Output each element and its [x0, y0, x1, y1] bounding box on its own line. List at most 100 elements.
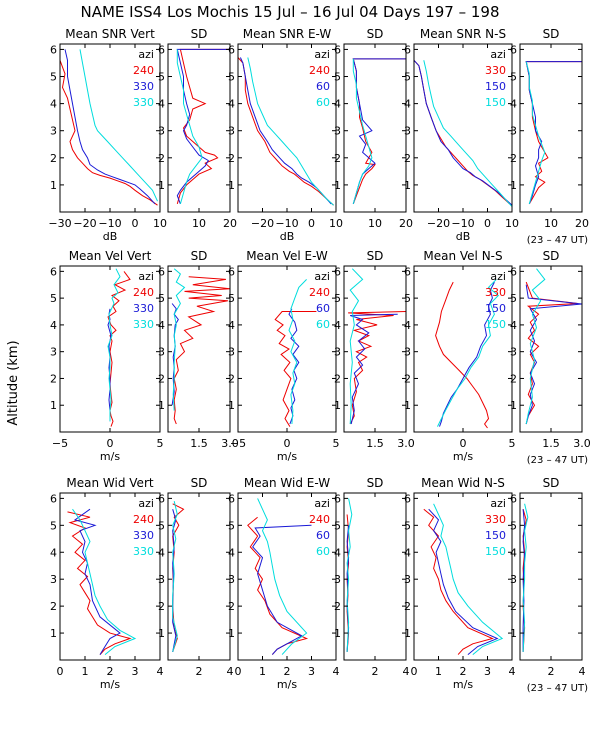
y-tick-label: 4	[50, 98, 57, 111]
x-tick-label: 3.0	[221, 437, 239, 450]
legend-title: azi	[490, 497, 506, 510]
series-line-3	[433, 503, 504, 655]
x-tick-label: 1.5	[190, 437, 208, 450]
x-tick-label: 2	[196, 665, 203, 678]
y-tick-label: 2	[228, 600, 235, 613]
x-tick-label: 4	[157, 665, 164, 678]
x-tick-label: 1	[435, 665, 442, 678]
y-tick-label: 4	[510, 319, 517, 332]
x-tick-label: 3.0	[397, 437, 415, 450]
y-tick-label: 2	[158, 372, 165, 385]
x-tick-label: 10	[544, 217, 558, 230]
y-tick-label: 4	[404, 319, 411, 332]
legend-entry: 150	[485, 545, 506, 558]
x-tick-label: 4	[579, 665, 586, 678]
legend-entry: 330	[133, 302, 154, 315]
y-tick-label: 2	[510, 372, 517, 385]
series-line-2	[350, 313, 398, 425]
x-tick-label: 2	[372, 665, 379, 678]
y-tick-label: 5	[510, 71, 517, 84]
y-tick-label: 1	[50, 627, 57, 640]
legend-title: azi	[490, 48, 506, 61]
y-tick-label: 1	[404, 399, 411, 412]
series-line-3	[437, 279, 500, 427]
x-tick-label: −20	[427, 217, 450, 230]
x-tick-label: 1.5	[366, 437, 384, 450]
legend-entry: 60	[316, 318, 330, 331]
x-axis-label: m/s	[277, 678, 297, 691]
y-tick-label: 4	[158, 546, 165, 559]
series-line-3	[346, 498, 353, 652]
y-tick-label: 3	[158, 125, 165, 138]
legend-entry: 60	[316, 545, 330, 558]
x-tick-label: 4	[509, 665, 516, 678]
series-line-2	[252, 524, 312, 655]
y-tick-label: 2	[510, 152, 517, 165]
legend-entry: 240	[133, 513, 154, 526]
x-tick-label: 3	[308, 665, 315, 678]
y-tick-label: 4	[334, 546, 341, 559]
series-line-1	[435, 281, 490, 429]
legend-entry: 330	[133, 80, 154, 93]
legend-entry: 330	[133, 529, 154, 542]
legend-entry: 150	[485, 80, 506, 93]
series-line-2	[525, 61, 582, 205]
legend-title: azi	[138, 270, 154, 283]
panel-title: Mean Wid Vert	[66, 476, 153, 490]
panel-9: −5 0 5 1 2 3 4 5 6 Mean Vel E-W m/s azi 240 60 60	[228, 249, 340, 463]
y-tick-label: 1	[158, 179, 165, 192]
y-tick-label: 3	[334, 125, 341, 138]
legend-title: azi	[314, 270, 330, 283]
series-line-3	[172, 500, 178, 653]
series-line-2	[428, 508, 499, 655]
y-tick-label: 5	[50, 292, 57, 305]
panel-11: 0 5 1 2 3 4 5 6 Mean Vel N-S m/s azi 330 150 150	[404, 249, 516, 463]
series-line-2	[73, 508, 121, 655]
y-tick-label: 6	[404, 265, 411, 278]
y-tick-label: 6	[404, 492, 411, 505]
series-line-1	[173, 276, 230, 425]
y-tick-label: 3	[510, 573, 517, 586]
y-tick-label: 1	[404, 179, 411, 192]
y-tick-label: 6	[334, 492, 341, 505]
x-tick-label: 0	[308, 217, 315, 230]
x-tick-label: −5	[230, 437, 246, 450]
series-line-3	[522, 503, 529, 652]
legend-entry: 240	[309, 64, 330, 77]
y-tick-label: 5	[510, 292, 517, 305]
x-tick-label: 1	[259, 665, 266, 678]
x-tick-label: 5	[333, 437, 340, 450]
y-tick-label: 6	[228, 265, 235, 278]
x-tick-label: 2	[460, 665, 467, 678]
y-tick-label: 6	[510, 492, 517, 505]
legend-entry: 60	[316, 302, 330, 315]
y-tick-label: 6	[158, 265, 165, 278]
x-axis-label: m/s	[453, 678, 473, 691]
legend-title: azi	[138, 48, 154, 61]
x-tick-label: 2	[107, 665, 114, 678]
x-tick-label: 0	[235, 665, 242, 678]
panel-title: Mean SNR N-S	[420, 27, 506, 41]
panel-title: SD	[191, 249, 208, 263]
panel-title: SD	[367, 27, 384, 41]
y-tick-label: 2	[50, 372, 57, 385]
panel-title: SD	[367, 249, 384, 263]
y-tick-label: 1	[158, 399, 165, 412]
y-tick-label: 6	[228, 43, 235, 56]
y-tick-label: 5	[158, 71, 165, 84]
legend-entry: 150	[485, 96, 506, 109]
series-line-3	[349, 268, 364, 425]
y-tick-label: 4	[404, 98, 411, 111]
y-tick-label: 3	[334, 573, 341, 586]
time-note: (23 – 47 UT)	[527, 683, 588, 694]
y-tick-label: 1	[510, 179, 517, 192]
legend-title: azi	[138, 497, 154, 510]
x-tick-label: 0	[411, 665, 418, 678]
y-tick-label: 4	[510, 546, 517, 559]
y-tick-label: 5	[158, 292, 165, 305]
y-tick-label: 5	[510, 519, 517, 532]
series-line-1	[525, 61, 582, 205]
series-line-1	[176, 48, 230, 205]
legend-title: azi	[314, 48, 330, 61]
panel-15: 0 1 2 3 4 1 2 3 4 5 6 Mean Wid E-W m/s azi 240 60 60	[228, 476, 340, 691]
